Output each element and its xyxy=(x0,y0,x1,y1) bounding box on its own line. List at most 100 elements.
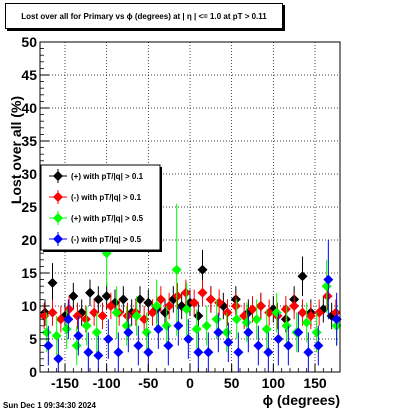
data-point xyxy=(231,314,242,325)
data-point xyxy=(80,314,91,325)
data-point xyxy=(155,294,166,305)
data-point xyxy=(153,324,164,335)
data-point xyxy=(41,327,52,338)
data-point xyxy=(55,314,66,325)
x-tick-label: 150 xyxy=(303,375,327,391)
data-point xyxy=(223,337,234,348)
data-point xyxy=(305,310,316,321)
data-point xyxy=(261,324,272,335)
data-point xyxy=(91,327,102,338)
data-point xyxy=(303,347,314,358)
data-point xyxy=(73,330,84,341)
data-point xyxy=(211,314,222,325)
x-tick-label: 100 xyxy=(262,375,286,391)
y-tick-label: 35 xyxy=(21,133,37,149)
x-tick-label: 50 xyxy=(224,375,240,391)
data-point xyxy=(160,307,170,318)
data-point xyxy=(103,334,114,344)
y-tick-label: 5 xyxy=(29,331,37,347)
data-point xyxy=(213,327,224,338)
data-point xyxy=(101,291,112,302)
data-point xyxy=(172,291,183,302)
data-point xyxy=(293,327,304,338)
data-point xyxy=(151,301,162,311)
y-tick-label: 40 xyxy=(21,100,37,116)
data-point xyxy=(233,347,244,358)
data-point xyxy=(118,294,129,305)
data-point xyxy=(222,307,233,318)
y-tick-label: 25 xyxy=(21,199,37,215)
data-point xyxy=(251,314,262,325)
legend-marker xyxy=(53,192,63,202)
data-point xyxy=(171,264,182,275)
data-point xyxy=(311,327,322,338)
data-point xyxy=(241,317,252,328)
data-point xyxy=(193,347,204,358)
data-point xyxy=(180,287,191,298)
data-point xyxy=(122,310,133,321)
data-point xyxy=(331,314,342,325)
data-point xyxy=(121,320,132,331)
data-point xyxy=(205,294,216,305)
x-axis-title: ϕ (degrees) xyxy=(263,392,340,408)
data-point xyxy=(133,340,144,351)
data-point xyxy=(313,340,324,351)
x-tick-label: -50 xyxy=(138,375,158,391)
data-point xyxy=(113,347,124,358)
data-point xyxy=(301,317,312,328)
y-tick-label: 45 xyxy=(21,67,37,83)
data-point xyxy=(105,301,116,311)
data-point xyxy=(93,294,104,305)
data-point xyxy=(297,271,308,282)
chart-title: Lost over all for Primary vs ϕ (degrees)… xyxy=(5,3,283,29)
data-point xyxy=(221,327,232,338)
data-point xyxy=(297,307,308,318)
legend-label: (+) with pT/|q| > 0.1 xyxy=(71,172,144,181)
data-point xyxy=(189,297,200,308)
data-point xyxy=(330,307,341,318)
legend-label: (+) with pT/|q| > 0.5 xyxy=(71,214,144,223)
legend: (+) with pT/|q| > 0.1 (-) with pT/|q| > 0… xyxy=(40,164,162,252)
data-point xyxy=(243,327,254,338)
data-point xyxy=(197,287,208,298)
legend-label: (-) with pT/|q| > 0.1 xyxy=(71,193,142,202)
data-point xyxy=(141,327,152,338)
data-point xyxy=(181,304,192,315)
data-point xyxy=(123,327,134,338)
data-point xyxy=(83,347,94,358)
data-point xyxy=(68,291,79,302)
data-point xyxy=(271,307,282,318)
series-3 xyxy=(41,203,342,366)
data-point xyxy=(143,297,154,308)
data-point xyxy=(163,340,174,351)
data-point xyxy=(161,320,172,331)
data-point xyxy=(61,324,72,335)
data-point xyxy=(183,334,194,344)
data-point xyxy=(273,334,284,344)
data-point xyxy=(63,314,74,325)
timestamp: Sun Dec 1 09:34:30 2024 xyxy=(3,401,96,410)
data-point xyxy=(81,320,92,331)
x-tick-label: -150 xyxy=(51,375,79,391)
legend-box xyxy=(40,164,161,251)
legend-marker xyxy=(53,213,63,223)
data-point xyxy=(280,304,291,315)
y-tick-label: 50 xyxy=(21,34,37,50)
data-point xyxy=(283,340,294,351)
y-tick-label: 30 xyxy=(21,166,37,182)
legend-marker xyxy=(53,171,63,181)
data-point xyxy=(47,277,58,288)
data-point xyxy=(97,310,108,321)
x-tick-label: -100 xyxy=(93,375,121,391)
data-point xyxy=(85,287,95,298)
data-point xyxy=(253,340,264,351)
legend-marker xyxy=(53,234,63,244)
data-point xyxy=(53,353,64,364)
data-point xyxy=(203,347,214,358)
y-tick-label: 20 xyxy=(21,232,37,248)
data-point xyxy=(71,340,82,351)
data-point xyxy=(191,324,202,335)
axes: -150 -100 -50 0 50 100 150 0 5 10 15 20 25 30 35 40 45 50 xyxy=(21,34,341,391)
data-point xyxy=(289,301,300,311)
